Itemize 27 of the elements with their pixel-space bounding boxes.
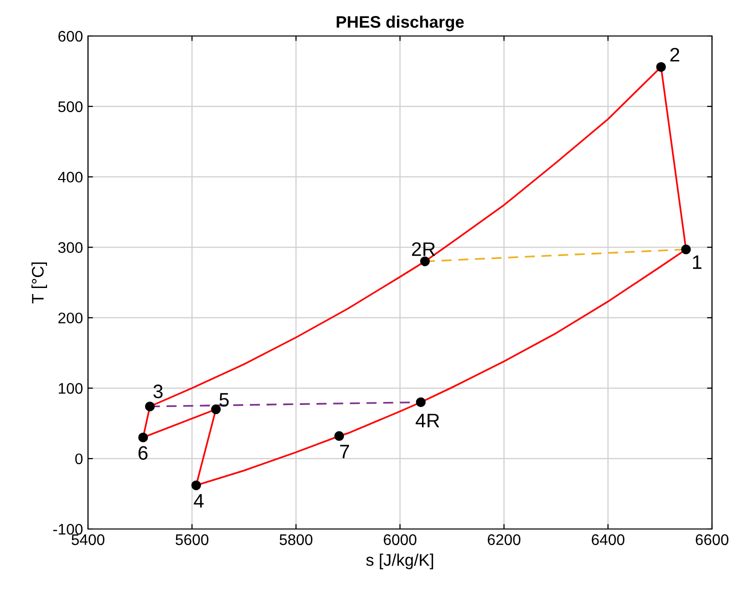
- y-axis-title: T [°C]: [31, 262, 48, 304]
- annotation: 3: [153, 384, 163, 398]
- y-tick-label: 300: [58, 242, 83, 253]
- y-tick-label: 400: [58, 172, 83, 183]
- x-tick-label: 6400: [592, 534, 624, 546]
- annotation: 6: [138, 446, 148, 460]
- x-tick-label: 6600: [696, 534, 728, 546]
- x-tick-label: 6000: [384, 534, 416, 546]
- x-tick-label: 5600: [176, 534, 208, 546]
- y-tick-label: 600: [58, 30, 83, 42]
- y-tick-label: 500: [58, 101, 83, 112]
- x-axis-title: s [J/kg/K]: [366, 554, 434, 570]
- annotation: 2R: [412, 242, 436, 256]
- annotation: 5: [219, 393, 229, 407]
- annotation: 4R: [416, 414, 440, 428]
- annotation: 4: [194, 494, 204, 508]
- y-tick-label: 0: [75, 453, 83, 464]
- annotation: 2: [670, 48, 680, 62]
- y-tick-label: -100: [53, 524, 83, 535]
- y-tick-label: 100: [58, 383, 83, 394]
- x-tick-label: 5800: [280, 534, 312, 546]
- x-tick-label: 6200: [488, 534, 520, 546]
- y-tick-label: 200: [58, 312, 83, 324]
- chart-title: PHES discharge: [336, 16, 464, 32]
- annotation: 1: [693, 255, 702, 269]
- x-tick-label: 5400: [72, 534, 104, 546]
- annotation: 7: [340, 444, 349, 458]
